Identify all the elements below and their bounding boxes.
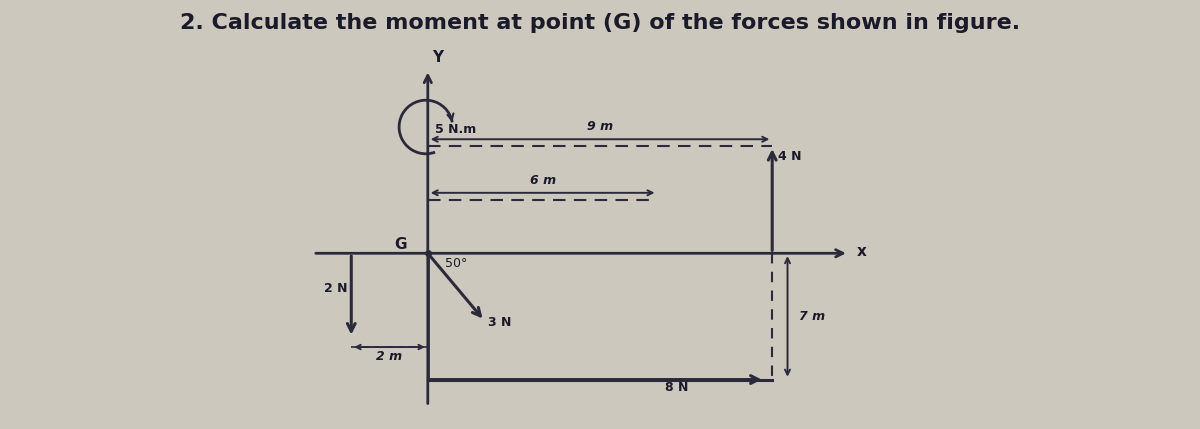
Text: 8 N: 8 N xyxy=(665,381,689,394)
Text: x: x xyxy=(857,244,866,259)
Text: 3 N: 3 N xyxy=(488,317,511,329)
Text: 2 N: 2 N xyxy=(324,281,348,295)
Text: 50°: 50° xyxy=(445,257,467,270)
Text: Y: Y xyxy=(432,50,443,65)
Text: 5 N.m: 5 N.m xyxy=(436,123,476,136)
Text: 2 m: 2 m xyxy=(377,350,402,363)
Text: 4 N: 4 N xyxy=(778,150,802,163)
Text: 7 m: 7 m xyxy=(799,310,826,323)
Text: 9 m: 9 m xyxy=(587,120,613,133)
Text: 2. Calculate the moment at point (G) of the forces shown in figure.: 2. Calculate the moment at point (G) of … xyxy=(180,13,1020,33)
Text: G: G xyxy=(395,237,407,252)
Text: 6 m: 6 m xyxy=(529,174,556,187)
